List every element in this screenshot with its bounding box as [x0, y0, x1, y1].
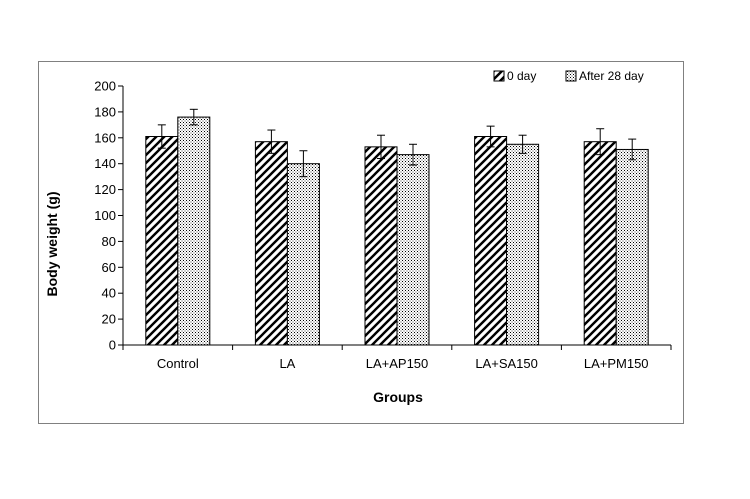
bar-0-day [254, 141, 288, 346]
x-tick-label: LA+AP150 [366, 356, 429, 371]
bar-after-28-day [506, 143, 540, 346]
y-tick-label: 60 [102, 260, 116, 275]
legend-swatch-after-28-day [565, 70, 577, 82]
chart-frame: 0 20 40 60 80 100 120 140 160 180 200 Control LA LA+A… [38, 61, 684, 424]
y-tick-label: 200 [94, 79, 116, 94]
y-tick-label: 80 [102, 234, 116, 249]
y-tick-label: 100 [94, 208, 116, 223]
y-axis-title: Body weight (g) [44, 192, 60, 297]
x-tick-label: LA [279, 356, 295, 371]
bar-after-28-day [396, 154, 430, 346]
bar-after-28-day [615, 148, 649, 346]
bar-0-day [474, 136, 508, 346]
x-tick-label: LA+SA150 [475, 356, 538, 371]
legend-swatch-0-day [493, 70, 505, 82]
bar-0-day [364, 146, 398, 346]
legend-label-0-day: 0 day [507, 69, 536, 83]
x-axis-title: Groups [373, 389, 423, 405]
legend-label-after-28-day: After 28 day [579, 69, 644, 83]
y-tick-label: 0 [109, 338, 116, 353]
y-tick-label: 40 [102, 286, 116, 301]
y-tick-label: 160 [94, 130, 116, 145]
y-tick-label: 140 [94, 156, 116, 171]
bar-chart: 0 20 40 60 80 100 120 140 160 180 200 Control LA LA+A… [44, 69, 672, 405]
y-tick-label: 120 [94, 182, 116, 197]
bar-0-day [145, 136, 179, 346]
x-tick-label: LA+PM150 [584, 356, 649, 371]
x-tick-label: Control [157, 356, 199, 371]
y-tick-label: 20 [102, 312, 116, 327]
y-tick-label: 180 [94, 104, 116, 119]
bar-0-day [583, 141, 617, 346]
bar-after-28-day [286, 163, 320, 346]
bar-after-28-day [177, 116, 211, 346]
chart-legend: 0 day After 28 day [493, 69, 644, 83]
